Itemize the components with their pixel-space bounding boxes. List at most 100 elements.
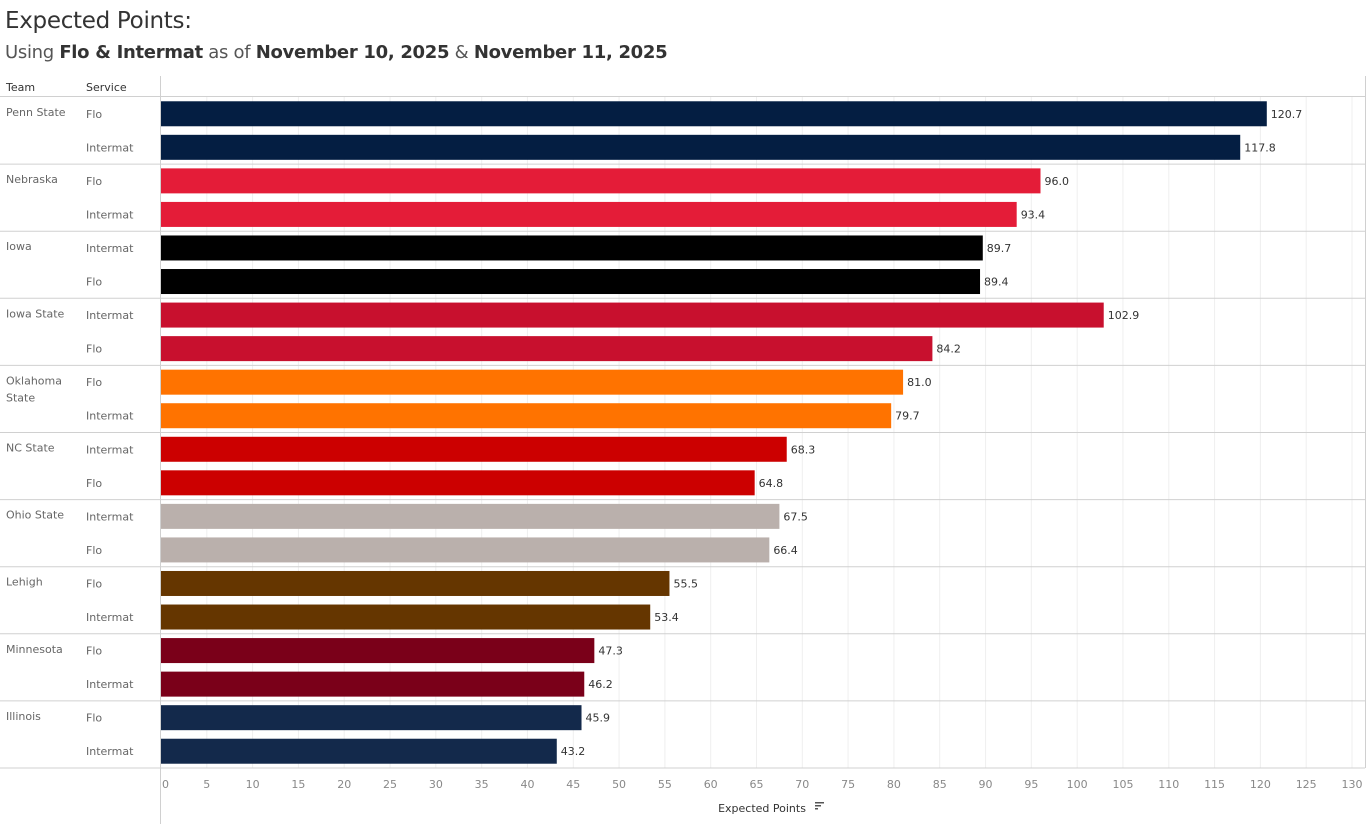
x-tick-label: 25 xyxy=(383,778,397,791)
service-label[interactable]: Flo xyxy=(86,577,102,590)
service-label[interactable]: Flo xyxy=(86,175,102,188)
data-label: 120.7 xyxy=(1271,108,1303,121)
bar[interactable] xyxy=(161,134,1241,160)
data-label: 117.8 xyxy=(1244,141,1276,154)
team-label[interactable]: Iowa State xyxy=(6,307,65,320)
service-label[interactable]: Flo xyxy=(86,276,102,289)
service-label[interactable]: Intermat xyxy=(86,208,134,221)
data-label: 64.8 xyxy=(759,477,784,490)
service-label[interactable]: Intermat xyxy=(86,309,134,322)
subtitle-text: Using xyxy=(5,42,60,63)
bar[interactable] xyxy=(161,235,983,261)
bar[interactable] xyxy=(161,738,557,764)
x-tick-label: 10 xyxy=(246,778,260,791)
team-label[interactable]: Lehigh xyxy=(6,576,43,589)
bar[interactable] xyxy=(161,269,981,295)
service-label[interactable]: Intermat xyxy=(86,443,134,456)
team-label[interactable]: Penn State xyxy=(6,106,66,119)
bar[interactable] xyxy=(161,604,651,630)
x-tick-label: 15 xyxy=(291,778,305,791)
data-label: 79.7 xyxy=(895,410,920,423)
x-axis-title: Expected Points xyxy=(718,802,806,815)
service-label[interactable]: Intermat xyxy=(86,410,134,423)
data-label: 47.3 xyxy=(598,645,623,658)
bar[interactable] xyxy=(161,302,1104,328)
subtitle-text: as of xyxy=(202,42,256,63)
x-tick-label: 70 xyxy=(795,778,809,791)
service-label[interactable]: Flo xyxy=(86,544,102,557)
x-tick-label: 110 xyxy=(1158,778,1179,791)
x-tick-label: 120 xyxy=(1250,778,1271,791)
service-label[interactable]: Flo xyxy=(86,645,102,658)
x-tick-label: 90 xyxy=(979,778,993,791)
data-label: 66.4 xyxy=(773,544,798,557)
bar[interactable] xyxy=(161,336,933,362)
column-header-team[interactable]: Team xyxy=(6,81,36,94)
team-label[interactable]: Minnesota xyxy=(6,643,63,656)
x-tick-label: 55 xyxy=(658,778,672,791)
team-label[interactable]: State xyxy=(6,391,35,404)
x-tick-label: 105 xyxy=(1112,778,1133,791)
bar[interactable] xyxy=(161,436,787,462)
x-tick-label: 35 xyxy=(475,778,489,791)
bar[interactable] xyxy=(161,705,582,731)
bar[interactable] xyxy=(161,537,770,563)
service-label[interactable]: Flo xyxy=(86,108,102,121)
sort-descending-icon[interactable] xyxy=(815,802,824,810)
bar[interactable] xyxy=(161,369,904,395)
data-label: 68.3 xyxy=(791,443,816,456)
team-label[interactable]: Illinois xyxy=(6,710,41,723)
x-tick-label: 0 xyxy=(162,778,169,791)
subtitle-date-1: November 10, 2025 xyxy=(255,42,450,63)
service-label[interactable]: Flo xyxy=(86,376,102,389)
service-label[interactable]: Intermat xyxy=(86,678,134,691)
subtitle-text: & xyxy=(449,42,474,63)
bar[interactable] xyxy=(161,201,1017,227)
bar[interactable] xyxy=(161,168,1041,194)
x-tick-label: 80 xyxy=(887,778,901,791)
chart-subtitle: Using Flo & Intermat as of November 10, … xyxy=(5,42,668,63)
bar[interactable] xyxy=(161,403,892,429)
chart-title: Expected Points: xyxy=(5,8,192,34)
service-label[interactable]: Intermat xyxy=(86,611,134,624)
bar[interactable] xyxy=(161,470,755,496)
x-tick-label: 45 xyxy=(566,778,580,791)
data-label: 53.4 xyxy=(654,611,679,624)
bar[interactable] xyxy=(161,101,1267,127)
service-label[interactable]: Intermat xyxy=(86,141,134,154)
x-tick-label: 40 xyxy=(520,778,534,791)
team-label[interactable]: Nebraska xyxy=(6,173,58,186)
service-label[interactable]: Flo xyxy=(86,343,102,356)
x-tick-label: 130 xyxy=(1342,778,1363,791)
service-label[interactable]: Flo xyxy=(86,477,102,490)
data-label: 45.9 xyxy=(586,712,611,725)
service-label[interactable]: Intermat xyxy=(86,242,134,255)
service-label[interactable]: Intermat xyxy=(86,510,134,523)
bar[interactable] xyxy=(161,570,670,596)
x-tick-label: 115 xyxy=(1204,778,1225,791)
bar[interactable] xyxy=(161,671,585,697)
data-label: 84.2 xyxy=(936,343,961,356)
bar[interactable] xyxy=(161,638,595,664)
column-header-service[interactable]: Service xyxy=(86,81,127,94)
x-tick-label: 100 xyxy=(1067,778,1088,791)
x-tick-label: 60 xyxy=(704,778,718,791)
service-label[interactable]: Flo xyxy=(86,712,102,725)
service-label[interactable]: Intermat xyxy=(86,745,134,758)
team-label[interactable]: NC State xyxy=(6,442,55,455)
x-tick-label: 65 xyxy=(750,778,764,791)
data-label: 89.4 xyxy=(984,276,1009,289)
data-label: 81.0 xyxy=(907,376,932,389)
team-label[interactable]: Iowa xyxy=(6,240,32,253)
data-label: 93.4 xyxy=(1021,208,1046,221)
team-label[interactable]: Ohio State xyxy=(6,509,64,522)
team-label[interactable]: Oklahoma xyxy=(6,374,62,387)
bar[interactable] xyxy=(161,503,780,529)
data-label: 96.0 xyxy=(1045,175,1070,188)
data-label: 102.9 xyxy=(1108,309,1140,322)
data-label: 46.2 xyxy=(588,678,613,691)
data-label: 67.5 xyxy=(783,510,808,523)
data-label: 43.2 xyxy=(561,745,586,758)
subtitle-sources: Flo & Intermat xyxy=(59,42,203,63)
